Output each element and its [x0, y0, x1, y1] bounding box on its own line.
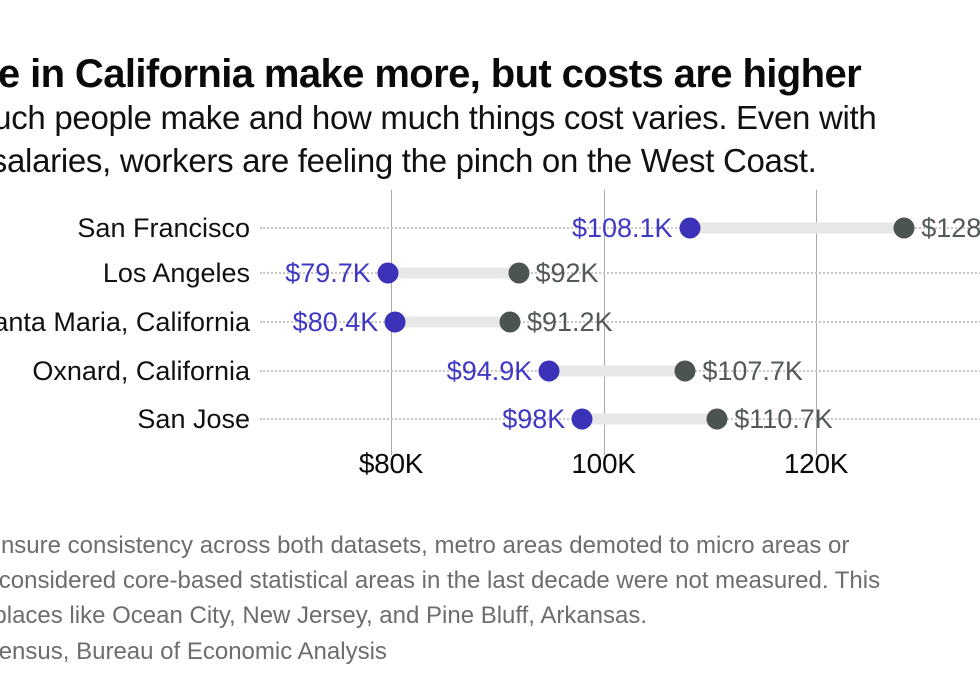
- page-title: People in California make more, but cost…: [0, 51, 862, 96]
- note-line-2: no longer considered core-based statisti…: [0, 567, 881, 594]
- cost-dot[interactable]: [674, 360, 696, 382]
- chart-row[interactable]: Santa Maria, California $80.4K $91.2K: [0, 300, 980, 344]
- high-value-label: $92K: [535, 258, 599, 288]
- range-connector: [395, 316, 510, 328]
- salary-dot[interactable]: [377, 262, 399, 284]
- low-value-label: $108.1K: [571, 213, 673, 243]
- cost-dot[interactable]: [893, 217, 915, 239]
- range-connector: [387, 267, 519, 279]
- cost-dot[interactable]: [706, 408, 728, 430]
- note-line-1: Note: To ensure consistency across both …: [0, 532, 850, 559]
- category-label: San Francisco: [77, 213, 250, 243]
- high-value-label: $110.7K: [734, 404, 833, 434]
- high-value-label: $107.7K: [702, 356, 803, 386]
- cost-dot[interactable]: [499, 311, 521, 333]
- x-axis-tick: $80K: [358, 448, 424, 479]
- row-dotted-guide: [260, 272, 980, 274]
- salary-dot[interactable]: [571, 408, 593, 430]
- x-axis-tick: 120K: [783, 448, 849, 479]
- chart-row[interactable]: Los Angeles $79.7K $92K: [0, 251, 980, 295]
- low-value-label: $79.7K: [285, 258, 371, 288]
- low-value-label: $80.4K: [292, 307, 379, 337]
- chart-row[interactable]: Oxnard, California $94.9K $107.7K: [0, 349, 980, 393]
- cost-dot[interactable]: [508, 262, 529, 284]
- range-connector: [549, 365, 686, 377]
- salary-dot[interactable]: [679, 217, 701, 239]
- x-axis-tick-labels: $80K 100K 120K: [0, 447, 980, 487]
- high-value-label: $128.3K: [921, 213, 980, 243]
- x-axis-tick: 100K: [571, 448, 636, 479]
- low-value-label: $98K: [502, 404, 566, 434]
- category-label: Oxnard, California: [32, 356, 250, 386]
- row-dotted-guide: [260, 321, 980, 323]
- chart-source: Source: Census, Bureau of Economic Analy…: [0, 638, 387, 665]
- range-connector: [582, 413, 718, 425]
- note-line-3: excludes places like Ocean City, New Jer…: [0, 602, 648, 629]
- page-subtitle: How much people make and how much things…: [0, 96, 980, 182]
- dumbbell-chart: San Francisco $108.1K $128.3K Los Angeles $7…: [0, 190, 980, 490]
- row-dotted-guide: [260, 227, 980, 229]
- chart-note: Note: To ensure consistency across both …: [0, 528, 980, 633]
- range-connector: [689, 222, 905, 234]
- category-label: Los Angeles: [102, 258, 250, 288]
- subtitle-line-1: How much people make and how much things…: [0, 99, 877, 136]
- salary-dot[interactable]: [538, 360, 560, 382]
- subtitle-line-2: higher salaries, workers are feeling the…: [0, 142, 817, 179]
- chart-row[interactable]: San Jose $98K $110.7K: [0, 397, 980, 441]
- salary-dot[interactable]: [384, 311, 406, 333]
- category-label: San Jose: [137, 404, 250, 434]
- high-value-label: $91.2K: [527, 307, 613, 337]
- low-value-label: $94.9K: [446, 356, 533, 386]
- category-label: Santa Maria, California: [0, 307, 250, 337]
- chart-row[interactable]: San Francisco $108.1K $128.3K: [0, 206, 980, 250]
